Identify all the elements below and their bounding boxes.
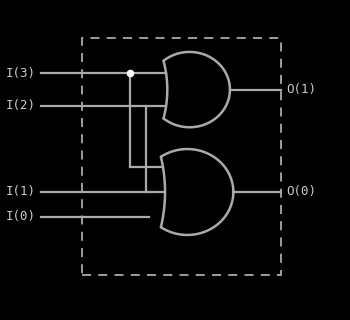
- Text: O(1): O(1): [287, 83, 316, 96]
- Text: I(1): I(1): [6, 186, 36, 198]
- Text: O(0): O(0): [287, 186, 316, 198]
- Bar: [82, 38, 281, 275]
- Text: I(2): I(2): [6, 99, 36, 112]
- Text: I(0): I(0): [6, 210, 36, 223]
- Text: I(3): I(3): [6, 67, 36, 80]
